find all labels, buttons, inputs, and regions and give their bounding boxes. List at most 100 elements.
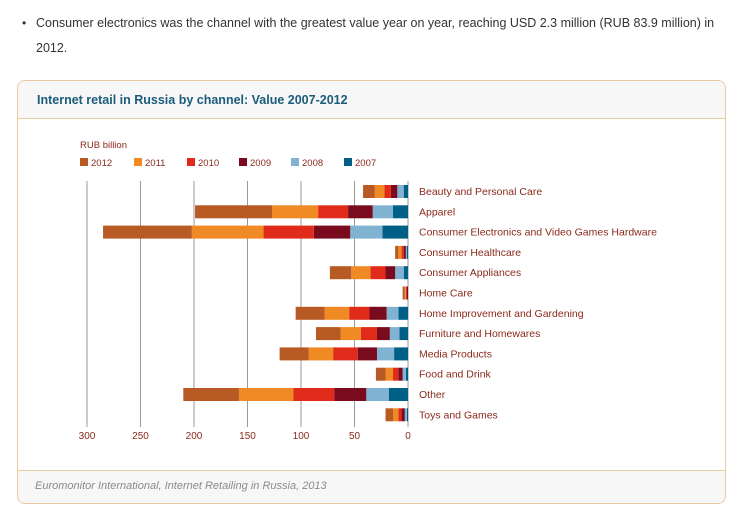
summary-bullet: • Consumer electronics was the channel w… bbox=[22, 11, 726, 61]
bar-2008-9 bbox=[402, 367, 406, 381]
bar-2010-11 bbox=[398, 408, 402, 422]
bar-2010-7 bbox=[360, 327, 377, 341]
bar-2008-3 bbox=[405, 245, 407, 259]
bar-2011-2 bbox=[191, 225, 264, 239]
bar-2009-1 bbox=[348, 205, 373, 219]
category-label-9: Food and Drink bbox=[419, 369, 492, 381]
category-label-2: Consumer Electronics and Video Games Har… bbox=[419, 227, 657, 239]
chart-title: Internet retail in Russia by channel: Va… bbox=[37, 93, 348, 107]
bar-2010-8 bbox=[333, 347, 358, 361]
legend-swatch-2008 bbox=[291, 158, 299, 166]
bar-2007-0 bbox=[403, 185, 408, 198]
bar-2010-10 bbox=[293, 388, 335, 401]
bar-chart: RUB billion 2012 2011 2010 2009 2008 2007 300 25… bbox=[79, 140, 657, 442]
bar-2009-6 bbox=[369, 306, 387, 320]
bar-2010-9 bbox=[393, 367, 399, 381]
bar-2007-1 bbox=[393, 205, 408, 219]
legend-swatch-2012 bbox=[80, 158, 88, 166]
bar-2012-7 bbox=[315, 327, 341, 341]
bar-2011-10 bbox=[238, 388, 294, 401]
bar-2011-7 bbox=[340, 327, 361, 341]
bar-2010-6 bbox=[349, 306, 370, 320]
bar-2012-6 bbox=[295, 306, 325, 320]
bar-2012-8 bbox=[279, 347, 309, 361]
x-tick-label-250: 250 bbox=[132, 431, 149, 442]
bar-2011-1 bbox=[272, 205, 319, 219]
bar-2007-9 bbox=[405, 367, 408, 381]
bar-2011-5 bbox=[404, 286, 406, 300]
bar-2010-2 bbox=[263, 225, 314, 239]
bar-2008-7 bbox=[389, 327, 400, 341]
bar-2010-4 bbox=[370, 266, 386, 280]
bar-2010-5 bbox=[405, 286, 407, 300]
chart-panel: Internet retail in Russia by channel: Va… bbox=[17, 80, 726, 504]
bar-2009-9 bbox=[398, 367, 403, 381]
bar-2012-2 bbox=[103, 225, 192, 239]
category-label-6: Home Improvement and Gardening bbox=[419, 308, 584, 320]
bar-2012-9 bbox=[375, 367, 386, 381]
bar-2010-3 bbox=[401, 245, 404, 259]
legend-swatch-2009 bbox=[239, 158, 247, 166]
legend-label-2007: 2007 bbox=[355, 158, 376, 169]
bar-2007-11 bbox=[406, 408, 408, 422]
category-label-11: Toys and Games bbox=[419, 409, 498, 421]
bar-2012-5 bbox=[402, 286, 405, 300]
bar-2011-4 bbox=[351, 266, 371, 280]
x-tick-label-0: 0 bbox=[405, 431, 411, 442]
category-label-5: Home Care bbox=[419, 288, 473, 300]
bar-2009-2 bbox=[313, 225, 351, 239]
bar-2009-0 bbox=[390, 185, 398, 198]
bar-2012-4 bbox=[329, 266, 352, 280]
bar-2009-11 bbox=[401, 408, 405, 422]
source-note: Euromonitor International, Internet Reta… bbox=[35, 480, 327, 492]
bar-2008-4 bbox=[395, 266, 404, 280]
category-label-8: Media Products bbox=[419, 348, 492, 360]
bar-2007-4 bbox=[403, 266, 408, 280]
bar-2008-0 bbox=[397, 185, 404, 198]
x-tick-label-100: 100 bbox=[293, 431, 310, 442]
bar-2012-11 bbox=[385, 408, 394, 422]
bar-2009-10 bbox=[334, 388, 367, 401]
bar-2008-11 bbox=[404, 408, 407, 422]
bar-2011-11 bbox=[393, 408, 399, 422]
category-label-3: Consumer Healthcare bbox=[419, 247, 521, 259]
legend-label-2009: 2009 bbox=[250, 158, 271, 169]
bar-2012-0 bbox=[363, 185, 375, 198]
bar-2007-7 bbox=[399, 327, 408, 341]
bar-2007-2 bbox=[382, 225, 408, 239]
legend-swatch-2007 bbox=[344, 158, 352, 166]
legend-swatch-2011 bbox=[134, 158, 142, 166]
legend-label-2008: 2008 bbox=[302, 158, 323, 169]
unit-label: RUB billion bbox=[80, 140, 127, 151]
bar-2007-3 bbox=[406, 245, 408, 259]
bar-2008-8 bbox=[376, 347, 395, 361]
bar-2007-6 bbox=[398, 306, 408, 320]
bar-2007-8 bbox=[394, 347, 408, 361]
category-label-7: Furniture and Homewares bbox=[419, 328, 540, 340]
legend-label-2011: 2011 bbox=[145, 158, 165, 169]
chart-panel-footer: Euromonitor International, Internet Reta… bbox=[18, 470, 725, 503]
bar-2009-8 bbox=[357, 347, 377, 361]
bar-2011-8 bbox=[308, 347, 334, 361]
x-tick-label-300: 300 bbox=[79, 431, 96, 442]
bar-2008-2 bbox=[350, 225, 383, 239]
category-label-0: Beauty and Personal Care bbox=[419, 186, 542, 198]
category-label-4: Consumer Appliances bbox=[419, 267, 521, 279]
bullet-dot: • bbox=[22, 16, 27, 30]
bar-2012-3 bbox=[395, 245, 399, 259]
bar-2011-3 bbox=[398, 245, 402, 259]
bar-2009-3 bbox=[403, 245, 406, 259]
bar-2007-10 bbox=[388, 388, 408, 401]
bar-2008-6 bbox=[386, 306, 399, 320]
bar-2012-1 bbox=[195, 205, 273, 219]
chart-panel-header: Internet retail in Russia by channel: Va… bbox=[18, 81, 725, 119]
bar-2009-5 bbox=[406, 286, 408, 300]
x-tick-label-150: 150 bbox=[239, 431, 256, 442]
summary-text: Consumer electronics was the channel wit… bbox=[36, 16, 715, 55]
bar-2010-0 bbox=[384, 185, 391, 198]
legend-label-2010: 2010 bbox=[198, 158, 219, 169]
x-tick-label-50: 50 bbox=[349, 431, 361, 442]
category-label-10: Other bbox=[419, 389, 446, 401]
bar-2009-7 bbox=[376, 327, 390, 341]
bar-2010-1 bbox=[318, 205, 349, 219]
